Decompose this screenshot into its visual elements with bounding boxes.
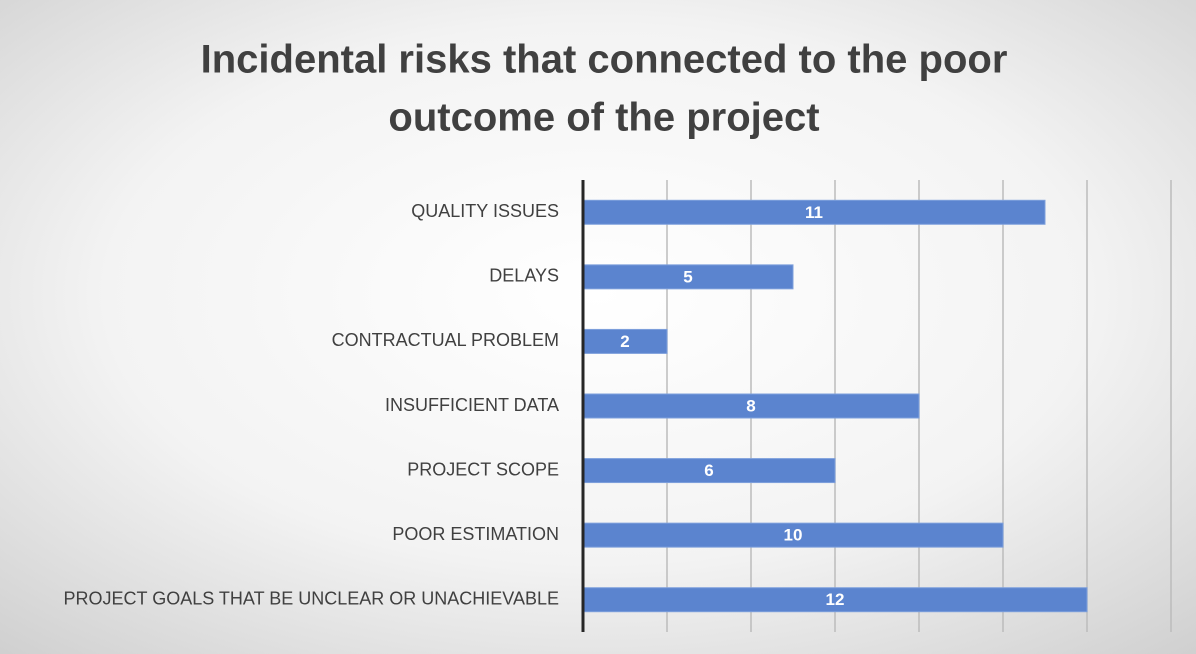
y-tick-label: PROJECT GOALS THAT BE UNCLEAR OR UNACHIE… [64,588,559,608]
bar [582,458,836,484]
data-label: 12 [826,590,845,609]
chart-title: outcome of the project [388,96,819,140]
y-tick-label: PROJECT SCOPE [407,459,559,479]
data-label: 11 [805,203,823,222]
data-label: 8 [746,396,755,415]
bar [582,199,1046,225]
bar [582,393,920,419]
y-tick-label: INSUFFICIENT DATA [385,395,559,415]
y-tick-label: DELAYS [489,266,559,286]
y-tick-label: QUALITY ISSUES [411,201,559,221]
y-tick-label: CONTRACTUAL PROBLEM [332,330,559,350]
bar [582,264,794,290]
data-label: 5 [683,267,692,286]
data-label: 6 [704,461,713,480]
bar [582,587,1088,613]
data-label: 10 [784,526,803,545]
chart-title: Incidental risks that connected to the p… [201,38,1008,82]
data-label: 2 [620,332,629,351]
bar [582,522,1004,548]
y-tick-label: POOR ESTIMATION [392,524,559,544]
